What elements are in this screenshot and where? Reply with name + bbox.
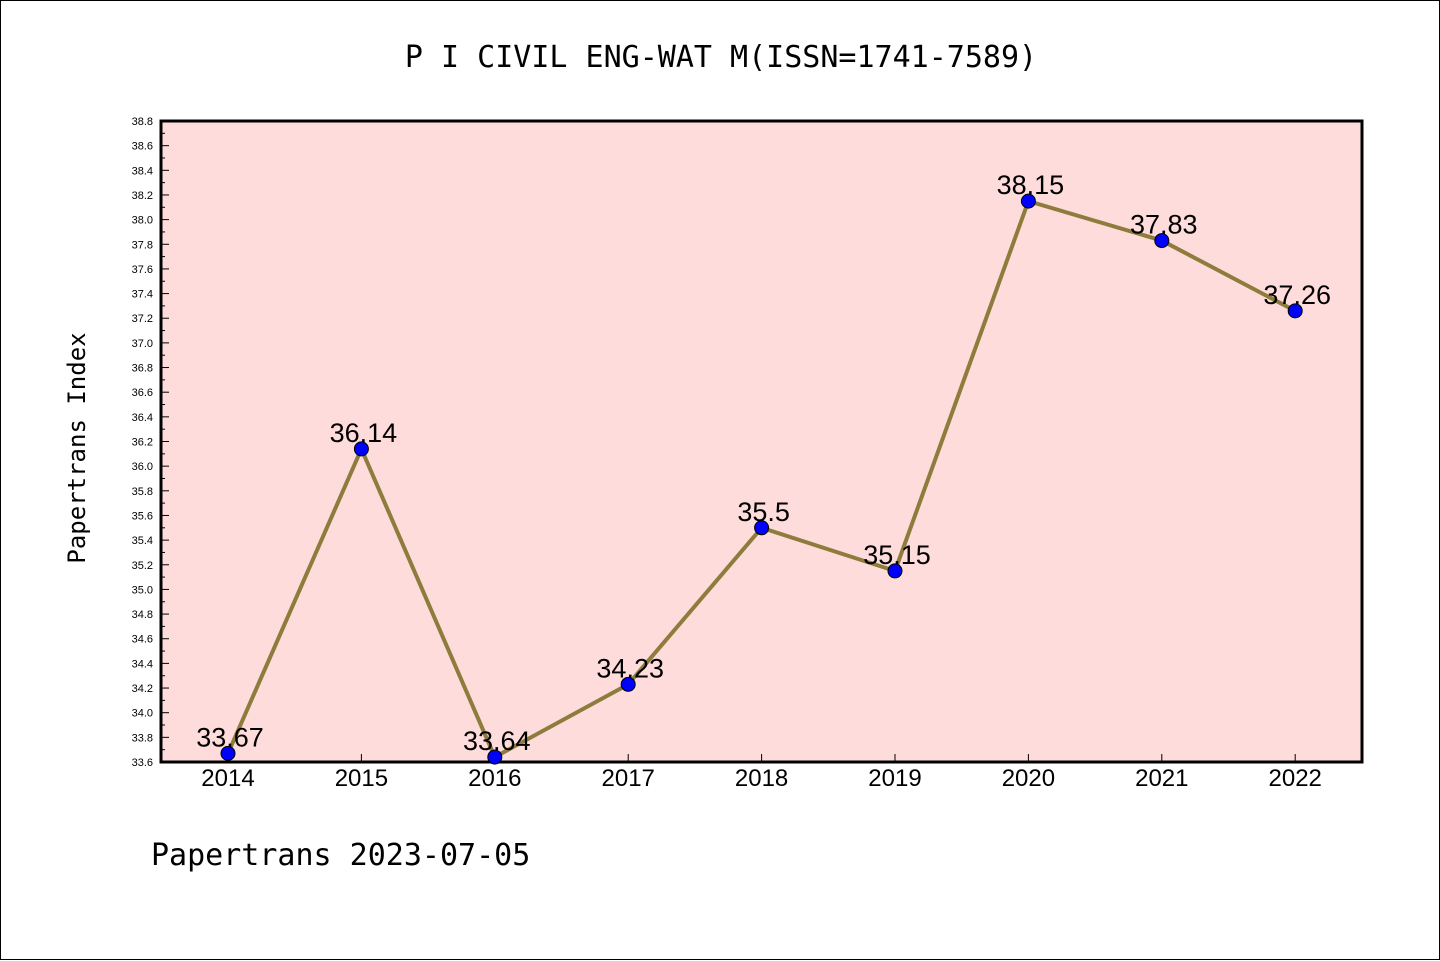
y-tick-label: 33.6 <box>132 757 153 769</box>
y-tick-label: 37.0 <box>132 338 153 350</box>
data-point-marker <box>353 441 369 457</box>
y-tick-label: 34.4 <box>132 658 153 670</box>
data-label: 33.67 <box>196 722 264 752</box>
data-point-marker <box>1020 193 1036 209</box>
x-tick-label: 2022 <box>1269 765 1322 792</box>
y-tick-label: 34.0 <box>132 708 153 720</box>
data-label: 37.83 <box>1130 210 1198 240</box>
x-tick-label: 2021 <box>1135 765 1188 792</box>
footer-text: Papertrans 2023-07-05 <box>151 838 530 873</box>
data-label: 35.15 <box>863 540 931 570</box>
data-label: 36.14 <box>330 418 398 448</box>
y-tick-label: 38.0 <box>132 215 153 227</box>
x-tick-label: 2020 <box>1002 765 1055 792</box>
y-tick-label: 35.8 <box>132 486 153 498</box>
y-tick-label: 38.4 <box>132 165 153 177</box>
y-tick-label: 36.8 <box>132 363 153 375</box>
y-tick-label: 35.2 <box>132 560 153 572</box>
x-tick-label: 2019 <box>868 765 921 792</box>
y-axis-label: Papertrans Index <box>63 332 91 563</box>
x-axis-ticks: 2014 2015 2016 2017 2018 2019 2020 2021 2022 <box>201 754 1322 792</box>
data-point-marker <box>620 676 636 692</box>
y-tick-label: 33.8 <box>132 732 153 744</box>
data-point-marker <box>887 563 903 579</box>
y-tick-label: 35.6 <box>132 510 153 522</box>
data-point-marker <box>487 749 503 765</box>
y-tick-label: 37.6 <box>132 264 153 276</box>
series-markers <box>220 193 1303 765</box>
y-tick-label: 38.8 <box>132 116 153 128</box>
y-tick-label: 38.2 <box>132 190 153 202</box>
data-label: 34.23 <box>596 653 664 683</box>
x-tick-label: 2016 <box>468 765 521 792</box>
y-tick-label: 36.6 <box>132 387 153 399</box>
y-tick-label: 36.4 <box>132 412 153 424</box>
y-tick-label: 37.8 <box>132 239 153 251</box>
data-point-marker <box>754 520 770 536</box>
data-point-marker <box>1287 303 1303 319</box>
y-tick-label: 38.6 <box>132 141 153 153</box>
data-label: 33.64 <box>463 726 531 756</box>
data-label: 38.15 <box>997 170 1065 200</box>
data-point-marker <box>220 745 236 761</box>
x-tick-label: 2014 <box>201 765 254 792</box>
data-label: 35.5 <box>737 497 790 527</box>
data-label: 37.26 <box>1263 280 1331 310</box>
y-tick-label: 37.2 <box>132 313 153 325</box>
data-labels: 33.67 36.14 33.64 34.23 35.5 35.15 38.15 37.83 3… <box>196 170 1331 756</box>
y-tick-label: 34.2 <box>132 683 153 695</box>
x-tick-label: 2015 <box>335 765 388 792</box>
y-tick-label: 34.6 <box>132 634 153 646</box>
y-tick-label: 37.4 <box>132 289 153 301</box>
y-axis-ticks: 33.6 33.8 34.0 34.2 34.4 34.6 34.8 35.0 35.2 35.4… <box>132 116 169 769</box>
x-tick-label: 2018 <box>735 765 788 792</box>
y-tick-label: 36.0 <box>132 461 153 473</box>
x-tick-label: 2017 <box>602 765 655 792</box>
chart-title: P I CIVIL ENG-WAT M(ISSN=1741-7589) <box>405 40 1037 75</box>
data-point-marker <box>1154 233 1170 249</box>
y-tick-label: 35.0 <box>132 584 153 596</box>
y-tick-label: 36.2 <box>132 437 153 449</box>
y-tick-label: 34.8 <box>132 609 153 621</box>
y-tick-label: 35.4 <box>132 535 153 547</box>
